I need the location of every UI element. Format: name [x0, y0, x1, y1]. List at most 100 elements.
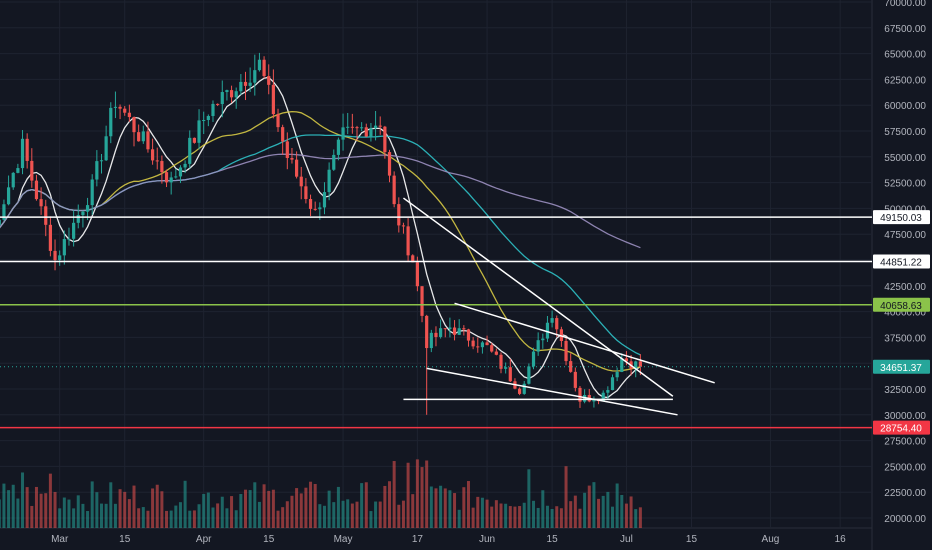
candle-body — [490, 345, 494, 352]
volume-bar — [425, 460, 429, 528]
volume-bar — [155, 484, 159, 528]
volume-bar — [304, 487, 308, 528]
volume-bar — [104, 503, 108, 528]
candle-body — [150, 149, 155, 161]
volume-bar — [350, 503, 354, 528]
candle-body — [313, 208, 317, 210]
x-tick-label: Mar — [51, 534, 69, 545]
volume-bar — [341, 500, 345, 528]
horizontal-levels[interactable] — [0, 216, 872, 429]
candle-body — [0, 219, 1, 226]
volume-bar — [508, 506, 512, 528]
candle-body — [202, 120, 206, 122]
x-tick-label: 16 — [835, 534, 847, 545]
volume-bar — [573, 495, 577, 528]
candle-body — [53, 250, 57, 261]
y-tick-label: 60000.00 — [884, 101, 926, 112]
candle-body — [383, 126, 387, 153]
volume-bar — [244, 489, 248, 528]
volume-bar — [141, 507, 145, 528]
candle-body — [485, 342, 489, 346]
candle-body — [517, 388, 522, 394]
volume-bar — [197, 504, 201, 528]
candle-body — [81, 211, 85, 216]
volume-bar — [522, 502, 526, 528]
y-tick-label: 40000.00 — [884, 308, 926, 319]
volume-bar — [188, 510, 192, 528]
volume-bar — [192, 510, 196, 528]
volume-bar — [355, 501, 359, 528]
candle-body — [30, 160, 34, 181]
candle-body — [322, 192, 327, 208]
x-tick-label: 15 — [547, 534, 559, 545]
volume-bar — [318, 504, 322, 528]
candle-body — [113, 106, 118, 108]
candle-body — [536, 340, 540, 352]
level-tag-label: 44851.22 — [880, 258, 922, 269]
trendline — [426, 367, 678, 416]
volume-bar — [225, 508, 229, 528]
candle-body — [406, 226, 410, 256]
y-tick-label: 47500.00 — [884, 230, 926, 241]
candle-body — [387, 152, 392, 176]
candle-body — [67, 238, 71, 240]
candle-body — [206, 116, 210, 121]
candle-body — [39, 199, 43, 207]
volume-bar — [53, 491, 57, 528]
volume-bar — [592, 482, 596, 528]
candle-body — [378, 125, 382, 127]
volume-bar — [462, 487, 466, 528]
current-price-tag — [873, 359, 930, 374]
volume-bar — [364, 482, 368, 528]
candle-body — [527, 366, 531, 384]
candle-body — [327, 169, 331, 193]
volume-bar — [527, 469, 531, 528]
candle-body — [425, 315, 429, 349]
trendline — [403, 197, 674, 397]
volume-bar — [322, 505, 326, 528]
volume-bar — [518, 506, 522, 528]
volume-bar — [123, 491, 127, 528]
candle-body — [360, 127, 364, 129]
volume-bar — [443, 488, 447, 528]
ma-line-7 — [0, 76, 641, 399]
candle-body — [355, 127, 359, 129]
volume-bar — [620, 494, 624, 528]
volume-bar — [0, 499, 1, 528]
volume-bar — [327, 490, 331, 528]
volume-bar — [397, 504, 401, 528]
time-axis[interactable]: 15Mar15Apr15May17Jun15Jul15Aug16 — [0, 534, 846, 545]
volume-bar — [169, 510, 173, 528]
candle-body — [285, 141, 289, 159]
level-tag-label: 40658.63 — [880, 301, 922, 312]
y-tick-label: 52500.00 — [884, 179, 926, 190]
candle-body — [615, 371, 619, 378]
candle-body — [192, 137, 197, 143]
x-tick-label: 17 — [412, 534, 424, 545]
candle-body — [197, 120, 201, 143]
volume-bar — [257, 501, 261, 528]
y-tick-label: 25000.00 — [884, 462, 926, 473]
volume-bar — [239, 494, 243, 528]
candle-body — [476, 346, 480, 348]
volume-bar — [230, 496, 234, 528]
candle-body — [392, 175, 396, 205]
candle-body — [281, 127, 285, 142]
candle-body — [308, 199, 313, 209]
candle-body — [457, 328, 461, 335]
candle-body — [99, 160, 104, 162]
volume-bar — [146, 510, 150, 528]
candle-body — [448, 327, 452, 329]
volume-bar — [113, 503, 117, 528]
candle-body — [183, 163, 187, 168]
trendlines[interactable] — [403, 197, 715, 416]
candle-body — [25, 138, 29, 161]
volume-bar — [109, 482, 113, 528]
y-tick-label: 70000.00 — [884, 0, 926, 9]
trendline — [454, 302, 715, 384]
candle-body — [164, 172, 169, 183]
volume-bar — [453, 493, 457, 528]
candle-body — [109, 107, 113, 137]
volume-bar — [285, 501, 289, 528]
